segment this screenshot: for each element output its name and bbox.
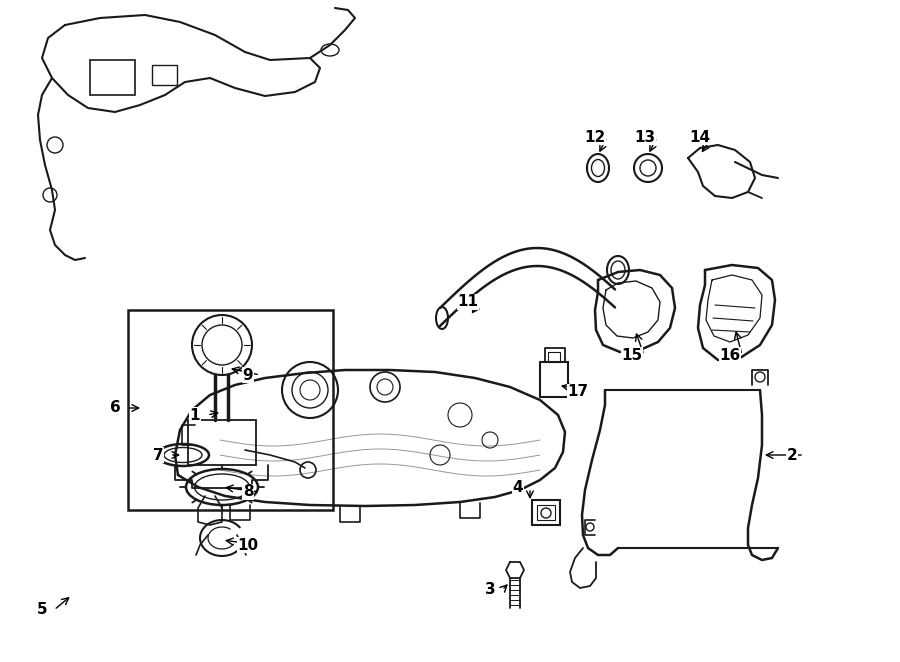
Text: 6: 6 xyxy=(110,401,121,416)
Text: 1: 1 xyxy=(190,408,200,422)
Text: 5: 5 xyxy=(37,602,48,618)
Bar xyxy=(532,500,560,525)
Text: 9: 9 xyxy=(243,367,253,383)
Text: 13: 13 xyxy=(634,130,655,144)
Text: 16: 16 xyxy=(719,348,741,363)
Text: 10: 10 xyxy=(238,538,258,553)
Text: 15: 15 xyxy=(621,348,643,363)
Text: 12: 12 xyxy=(584,130,606,144)
Bar xyxy=(548,352,560,362)
Text: 4: 4 xyxy=(513,481,523,495)
Text: 3: 3 xyxy=(485,583,495,598)
Text: 14: 14 xyxy=(689,130,711,144)
Bar xyxy=(152,65,177,85)
Bar xyxy=(188,420,256,465)
Text: 11: 11 xyxy=(457,295,479,310)
Text: 8: 8 xyxy=(243,485,253,500)
Bar xyxy=(90,60,135,95)
Text: 2: 2 xyxy=(787,448,797,463)
Text: 17: 17 xyxy=(567,385,589,399)
Bar xyxy=(128,310,333,510)
Bar xyxy=(540,362,568,397)
Bar xyxy=(537,505,555,520)
Text: 7: 7 xyxy=(153,448,163,463)
